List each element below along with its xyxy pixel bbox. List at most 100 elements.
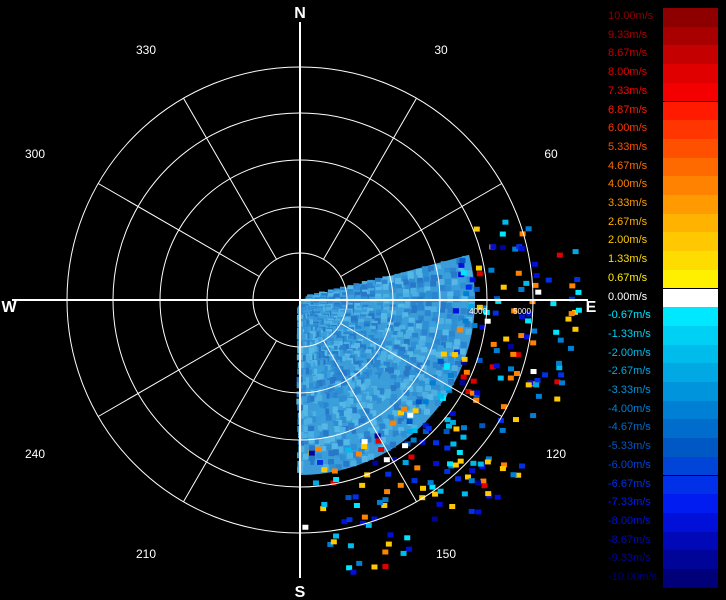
sector-texture-tile bbox=[425, 301, 432, 308]
bearing-label-300: 300 bbox=[25, 147, 45, 161]
sector-texture-tile bbox=[301, 404, 308, 411]
velocity-cell bbox=[499, 427, 506, 433]
sector-texture-tile bbox=[323, 408, 330, 415]
velocity-cell bbox=[371, 564, 378, 570]
velocity-cell bbox=[411, 478, 418, 484]
velocity-cell bbox=[331, 468, 338, 474]
sector-texture-tile bbox=[322, 402, 329, 409]
velocity-cell bbox=[408, 454, 415, 460]
sector-texture-tile bbox=[434, 339, 441, 346]
sector-texture-tile bbox=[398, 307, 405, 314]
sector-texture-tile bbox=[364, 431, 371, 438]
sector-texture-tile bbox=[385, 389, 392, 396]
legend-swatch bbox=[663, 288, 718, 308]
velocity-cell bbox=[330, 539, 337, 545]
velocity-cell bbox=[514, 352, 521, 358]
sector-texture-tile bbox=[374, 334, 381, 341]
velocity-cell bbox=[475, 480, 482, 486]
sector-texture-tile bbox=[350, 413, 357, 420]
sector-texture-tile bbox=[360, 344, 367, 351]
sector-texture-tile bbox=[400, 272, 407, 279]
velocity-cell bbox=[484, 318, 491, 324]
velocity-cell bbox=[500, 404, 507, 410]
velocity-cell bbox=[406, 418, 413, 424]
sector-texture-tile bbox=[367, 387, 374, 394]
legend-label: -1.33m/s bbox=[608, 327, 651, 340]
legend-label: 2.00m/s bbox=[608, 234, 648, 247]
velocity-cell bbox=[476, 357, 483, 363]
legend-swatch bbox=[663, 531, 718, 551]
sector-texture-tile bbox=[361, 455, 368, 462]
sector-texture-tile bbox=[400, 395, 407, 402]
velocity-cell bbox=[554, 379, 561, 385]
legend-swatch bbox=[663, 101, 718, 121]
sector-texture-tile bbox=[467, 288, 474, 295]
sector-texture-tile bbox=[407, 271, 414, 278]
sector-texture-tile bbox=[411, 383, 418, 390]
velocity-cell bbox=[502, 219, 509, 225]
sector-texture-tile bbox=[464, 321, 471, 328]
sector-texture-tile bbox=[325, 414, 332, 421]
sector-texture-tile bbox=[369, 343, 376, 350]
sector-texture-tile bbox=[399, 361, 406, 368]
sector-texture-tile bbox=[320, 458, 327, 465]
velocity-cell bbox=[559, 380, 566, 386]
legend-row: 7.33m/s bbox=[606, 82, 718, 102]
sector-texture-tile bbox=[427, 265, 434, 272]
sector-texture-tile bbox=[432, 311, 439, 318]
sector-texture-tile bbox=[392, 430, 399, 437]
velocity-cell bbox=[382, 549, 389, 555]
velocity-cell bbox=[557, 337, 564, 343]
sector-texture-tile bbox=[458, 265, 465, 272]
velocity-cell bbox=[422, 429, 429, 435]
sector-texture-tile bbox=[435, 329, 442, 336]
velocity-cell bbox=[445, 423, 452, 429]
sector-texture-tile bbox=[397, 366, 404, 373]
velocity-cell bbox=[407, 412, 414, 418]
sector-texture-tile bbox=[459, 320, 466, 327]
velocity-cell bbox=[470, 378, 477, 384]
legend-row: -0.67m/s bbox=[606, 307, 718, 326]
sector-texture-tile bbox=[337, 446, 344, 453]
sector-texture-tile bbox=[364, 353, 371, 359]
sector-texture-tile bbox=[422, 266, 429, 273]
legend-label: -2.67m/s bbox=[608, 365, 651, 378]
velocity-cell bbox=[412, 408, 419, 414]
velocity-cell bbox=[465, 284, 472, 290]
velocity-cell bbox=[385, 541, 392, 547]
sector-texture-tile bbox=[316, 425, 323, 432]
sector-texture-tile bbox=[420, 364, 427, 371]
velocity-cell bbox=[381, 502, 388, 508]
sector-texture-tile bbox=[383, 380, 390, 387]
sector-texture-tile bbox=[399, 387, 406, 394]
sector-texture-tile bbox=[383, 399, 390, 406]
legend-label: 3.33m/s bbox=[608, 197, 648, 209]
sector-texture-tile bbox=[348, 422, 355, 429]
velocity-cell bbox=[397, 482, 404, 488]
velocity-cell bbox=[444, 417, 451, 423]
sector-texture-tile bbox=[353, 360, 360, 367]
sector-texture-tile bbox=[318, 388, 325, 395]
legend-label: 0.67m/s bbox=[608, 271, 648, 284]
velocity-cell bbox=[493, 348, 500, 354]
velocity-cell bbox=[459, 257, 466, 263]
sector-texture-tile bbox=[325, 387, 332, 394]
sector-texture-tile bbox=[434, 384, 441, 391]
sector-texture-tile bbox=[339, 381, 346, 388]
sector-texture-tile bbox=[317, 359, 324, 366]
sector-texture-tile bbox=[365, 317, 372, 324]
sector-texture-tile bbox=[366, 282, 373, 289]
sector-texture-tile bbox=[454, 339, 461, 346]
velocity-cell bbox=[382, 563, 389, 569]
velocity-cell bbox=[526, 311, 533, 317]
velocity-cell bbox=[503, 336, 510, 342]
sector-texture-tile bbox=[375, 290, 382, 297]
legend-row: 4.67m/s bbox=[606, 157, 718, 177]
legend-label: 4.00m/s bbox=[608, 178, 648, 191]
sector-texture-tile bbox=[325, 444, 332, 451]
velocity-cell bbox=[453, 349, 460, 355]
legend-row: 1.33m/s bbox=[606, 251, 718, 270]
sector-texture-tile bbox=[403, 303, 410, 310]
sector-texture-tile bbox=[451, 320, 458, 327]
sector-texture-tile bbox=[350, 344, 357, 351]
